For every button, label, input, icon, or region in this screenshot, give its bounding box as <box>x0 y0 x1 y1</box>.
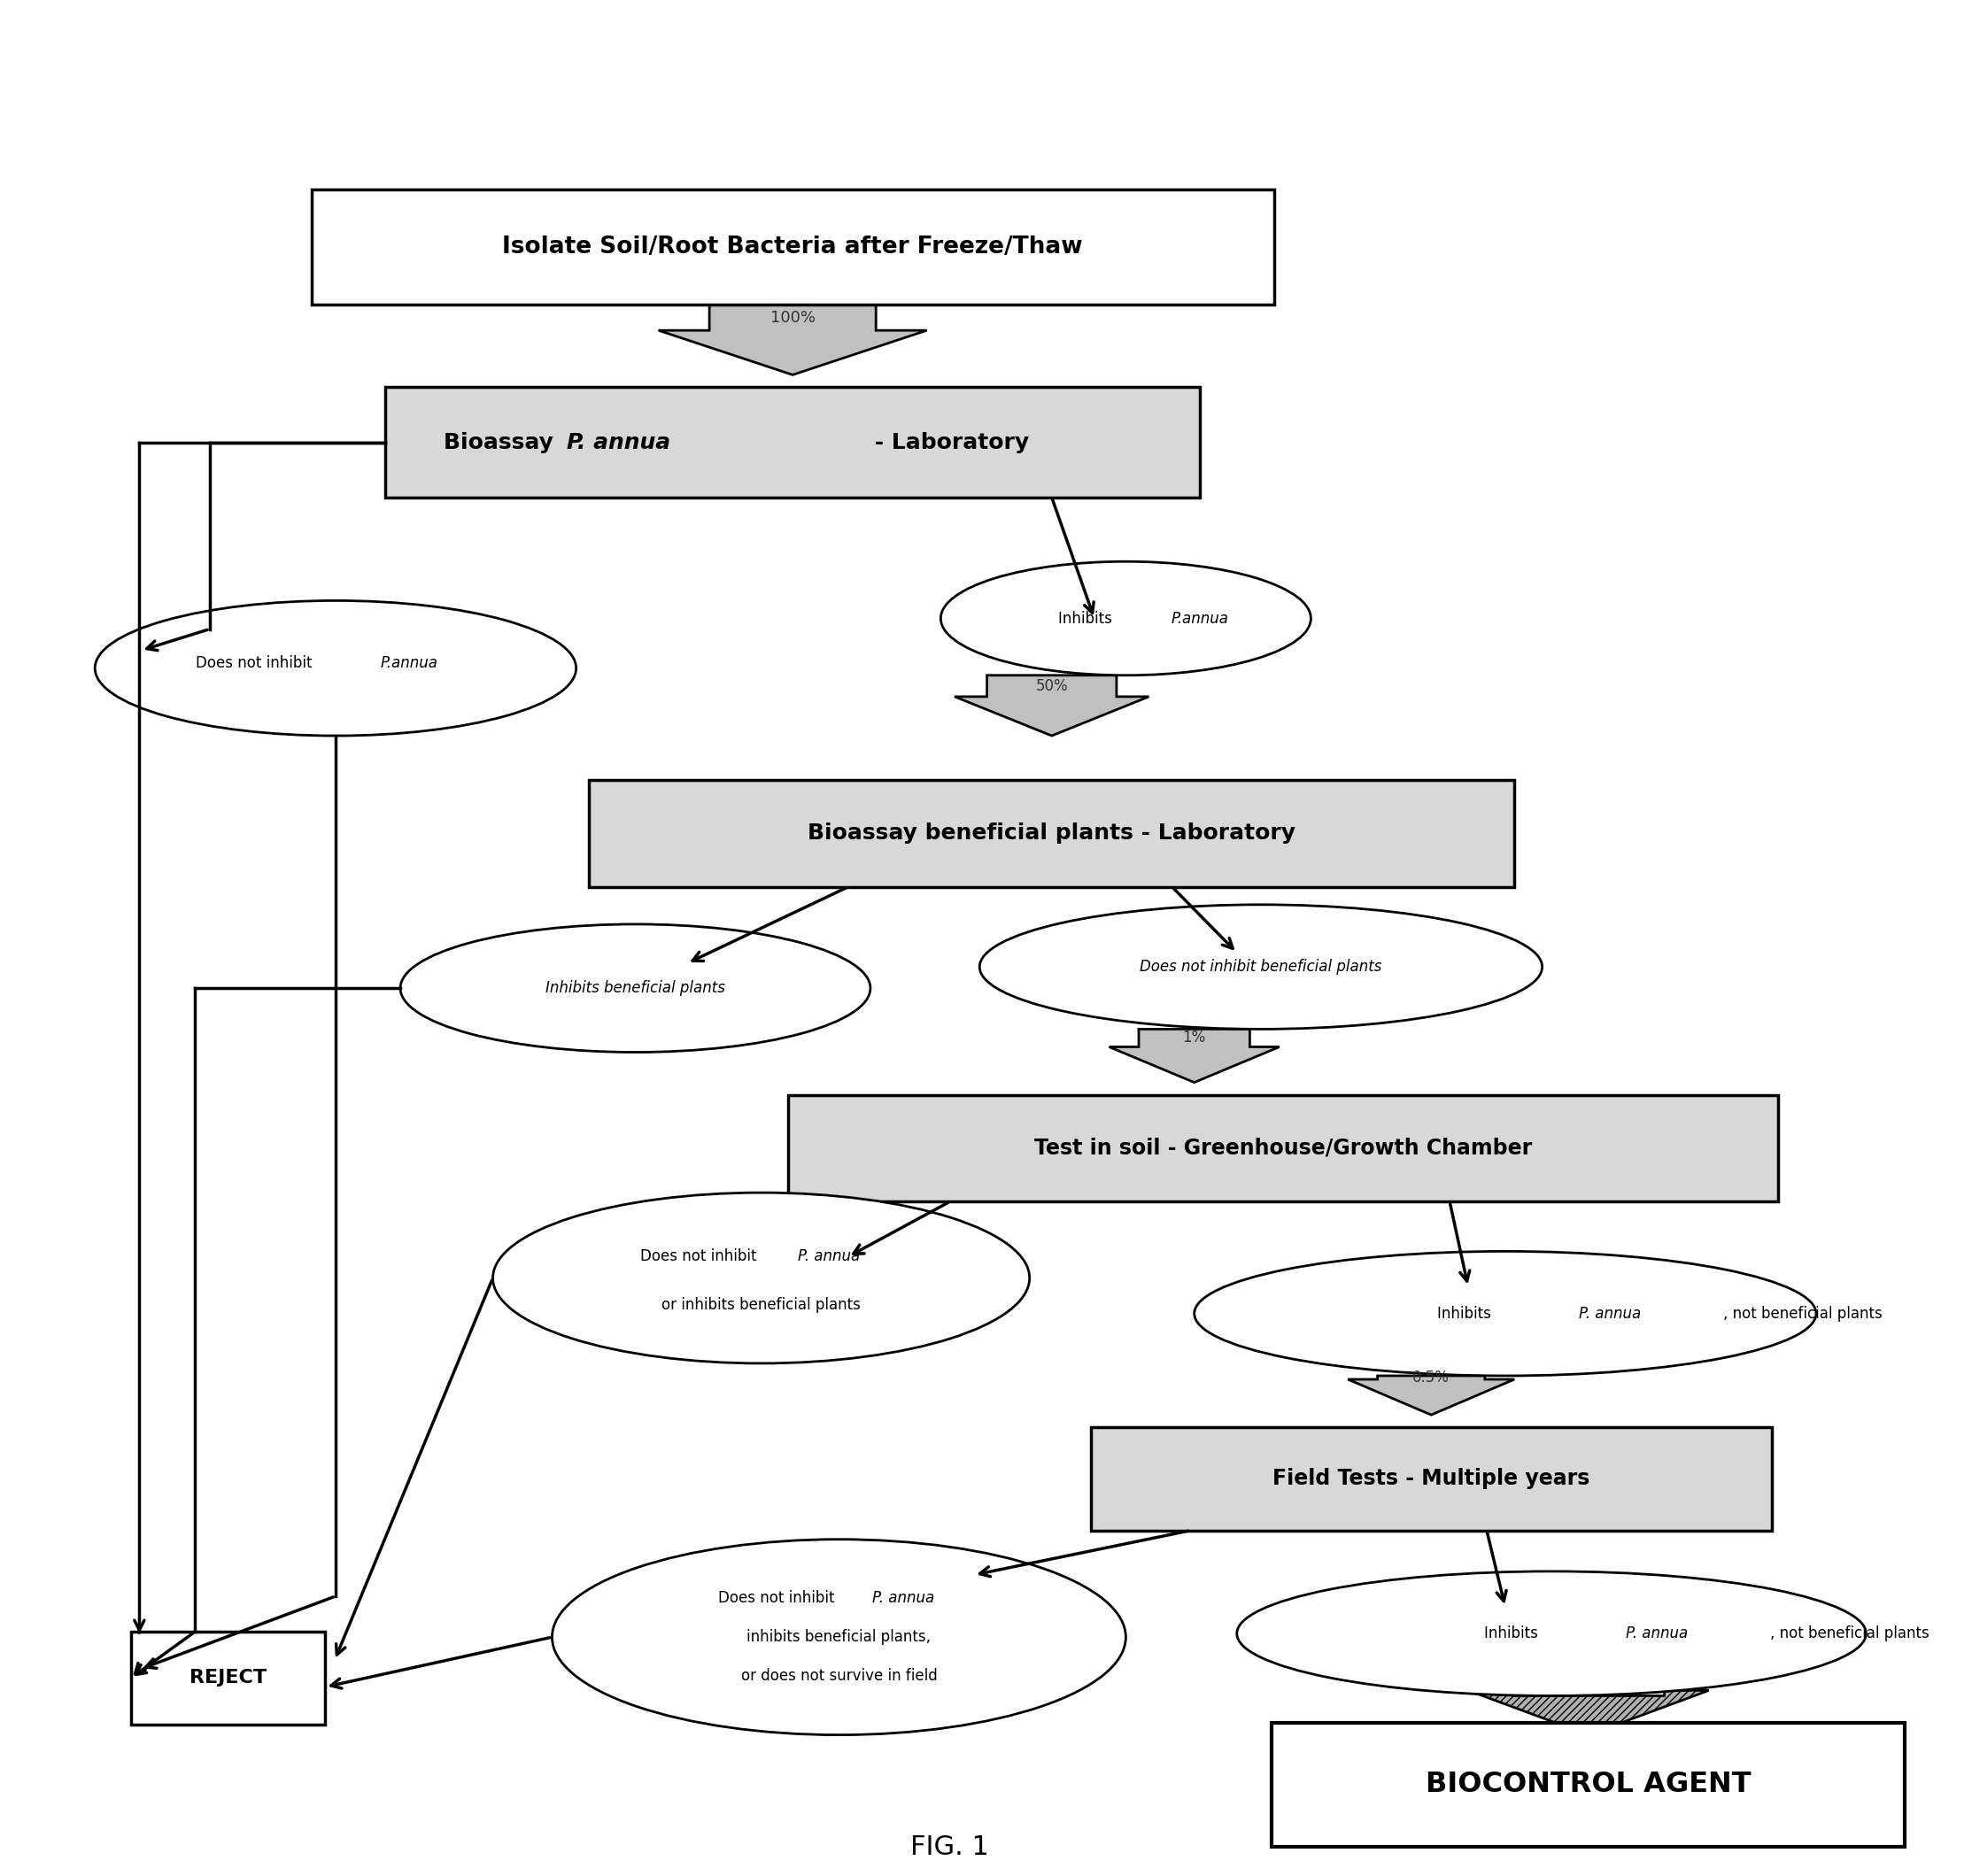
FancyBboxPatch shape <box>130 1632 325 1724</box>
Polygon shape <box>1469 1690 1710 1735</box>
Text: Inhibits: Inhibits <box>1438 1306 1497 1321</box>
Text: P. annua: P. annua <box>1580 1306 1641 1321</box>
Text: Does not inhibit beneficial plants: Does not inhibit beneficial plants <box>1140 959 1382 976</box>
Text: Isolate Soil/Root Bacteria after Freeze/Thaw: Isolate Soil/Root Bacteria after Freeze/… <box>503 234 1083 259</box>
Text: Does not inhibit: Does not inhibit <box>641 1249 761 1264</box>
Text: Inhibits: Inhibits <box>1059 610 1116 627</box>
Text: Bioassay beneficial plants - Laboratory: Bioassay beneficial plants - Laboratory <box>809 824 1296 844</box>
Polygon shape <box>659 304 927 375</box>
Text: Inhibits beneficial plants: Inhibits beneficial plants <box>546 981 726 996</box>
Text: or inhibits beneficial plants: or inhibits beneficial plants <box>663 1296 860 1313</box>
Text: Inhibits: Inhibits <box>1483 1626 1542 1642</box>
Text: 100%: 100% <box>771 310 814 325</box>
Ellipse shape <box>1195 1251 1816 1375</box>
Text: REJECT: REJECT <box>189 1670 266 1687</box>
FancyBboxPatch shape <box>385 386 1199 497</box>
Text: , not beneficial plants: , not beneficial plants <box>1724 1306 1883 1321</box>
FancyBboxPatch shape <box>789 1096 1779 1201</box>
FancyBboxPatch shape <box>1272 1722 1905 1846</box>
Ellipse shape <box>552 1540 1126 1735</box>
Polygon shape <box>1108 1030 1280 1082</box>
Ellipse shape <box>941 561 1311 675</box>
Text: FIG. 1: FIG. 1 <box>911 1835 990 1859</box>
Polygon shape <box>954 675 1150 735</box>
Text: BIOCONTROL AGENT: BIOCONTROL AGENT <box>1426 1771 1751 1799</box>
Text: Bioassay: Bioassay <box>444 431 562 452</box>
Polygon shape <box>1349 1375 1514 1415</box>
Text: 50%: 50% <box>1035 677 1069 694</box>
Text: 0.5%: 0.5% <box>1412 1369 1449 1386</box>
Text: inhibits beneficial plants,: inhibits beneficial plants, <box>747 1628 931 1645</box>
Text: P. annua: P. annua <box>566 431 670 452</box>
Text: Does not inhibit: Does not inhibit <box>195 655 317 672</box>
Text: or does not survive in field: or does not survive in field <box>741 1668 937 1685</box>
Text: Field Tests - Multiple years: Field Tests - Multiple years <box>1272 1469 1589 1490</box>
FancyBboxPatch shape <box>312 189 1274 304</box>
FancyBboxPatch shape <box>590 780 1514 887</box>
Text: P. annua: P. annua <box>872 1591 935 1606</box>
Ellipse shape <box>95 600 576 735</box>
Text: 1%: 1% <box>1183 1030 1207 1047</box>
Text: P.annua: P.annua <box>1171 610 1229 627</box>
Ellipse shape <box>400 925 870 1052</box>
Text: - Laboratory: - Laboratory <box>866 431 1029 452</box>
Text: P.annua: P.annua <box>381 655 438 672</box>
Text: P. annua: P. annua <box>1625 1626 1688 1642</box>
Text: P. annua: P. annua <box>799 1249 860 1264</box>
Text: Does not inhibit: Does not inhibit <box>718 1591 838 1606</box>
Ellipse shape <box>1236 1572 1866 1696</box>
FancyBboxPatch shape <box>1091 1428 1771 1531</box>
Ellipse shape <box>980 904 1542 1030</box>
Text: , not beneficial plants: , not beneficial plants <box>1769 1626 1929 1642</box>
Text: Test in soil - Greenhouse/Growth Chamber: Test in soil - Greenhouse/Growth Chamber <box>1033 1137 1532 1159</box>
Ellipse shape <box>493 1193 1029 1364</box>
